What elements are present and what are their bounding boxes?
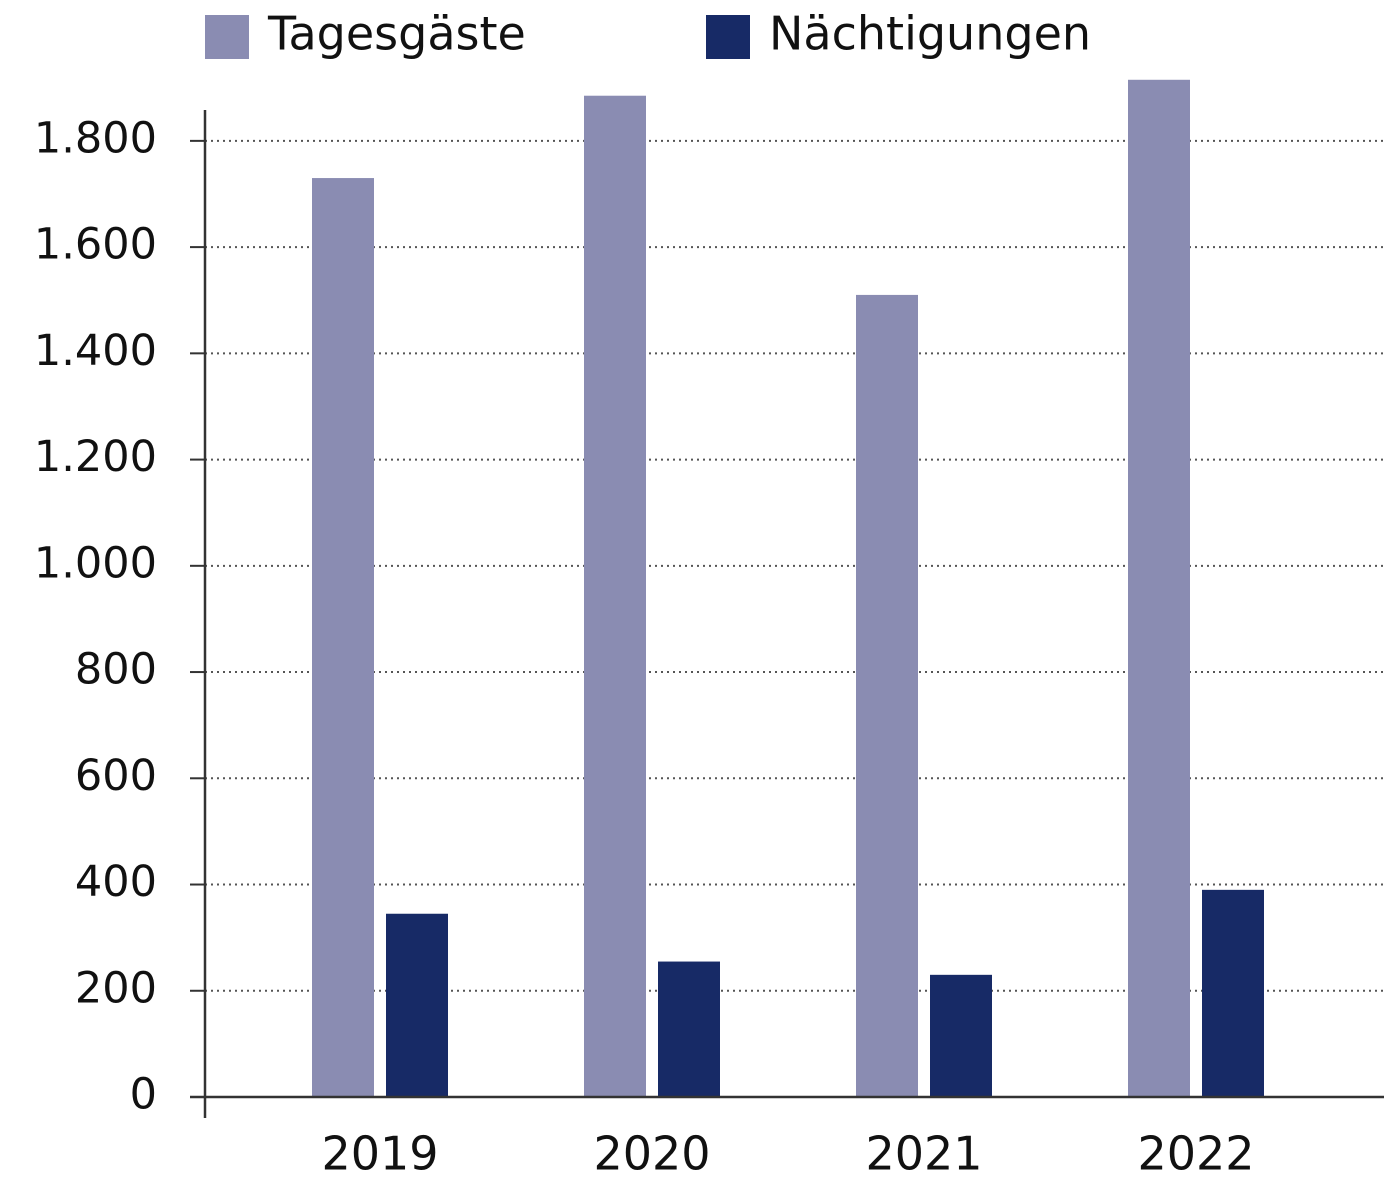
bar: [930, 974, 992, 1097]
y-tick-label: 1.200: [34, 432, 157, 482]
bar: [386, 913, 448, 1097]
y-tick-label: 200: [75, 963, 157, 1013]
legend-label: Nächtigungen: [769, 7, 1091, 61]
bar: [856, 294, 918, 1098]
y-tick-label: 600: [75, 751, 157, 801]
y-tick-label: 0: [130, 1070, 157, 1120]
x-tick-label: 2021: [865, 1127, 982, 1178]
bar: [584, 95, 646, 1097]
bar: [1202, 889, 1264, 1097]
legend-swatch: [205, 15, 249, 59]
y-tick-label: 400: [75, 857, 157, 907]
x-tick-label: 2019: [321, 1127, 438, 1178]
y-tick-label: 1.600: [34, 220, 157, 270]
bar: [312, 178, 374, 1097]
legend-swatch: [706, 15, 750, 59]
x-tick-label: 2020: [593, 1127, 710, 1178]
y-tick-label: 1.800: [34, 113, 157, 163]
bar: [658, 961, 720, 1097]
y-tick-label: 800: [75, 645, 157, 695]
legend-label: Tagesgäste: [267, 7, 526, 61]
y-tick-label: 1.000: [34, 538, 157, 588]
bar: [1128, 79, 1190, 1098]
y-tick-label: 1.400: [34, 326, 157, 376]
x-tick-label: 2022: [1137, 1127, 1254, 1178]
